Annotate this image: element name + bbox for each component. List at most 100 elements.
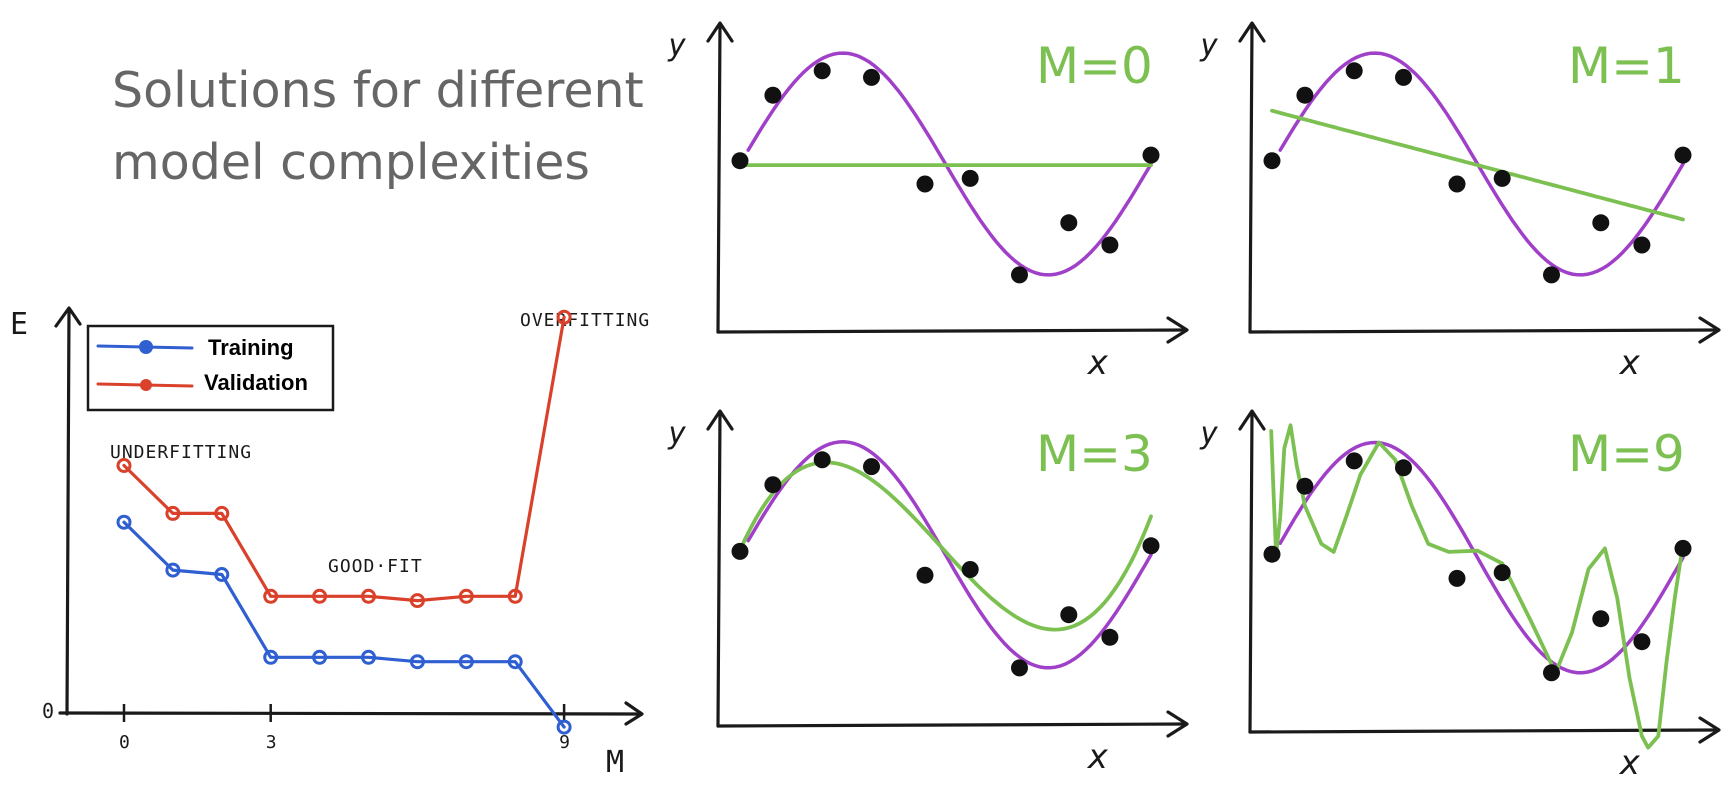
data-point (1142, 146, 1160, 164)
data-point (813, 451, 831, 469)
error-plot: E M 0 0 3 9 Training Validation UNDERFITTI… (10, 306, 649, 780)
panel-model-label: M=1 (1568, 37, 1685, 95)
data-point (1633, 633, 1651, 651)
data-point (1493, 564, 1511, 582)
true-curve (746, 440, 1153, 670)
training-point (507, 654, 523, 670)
data-point (1674, 146, 1692, 164)
legend-training-marker (139, 340, 153, 354)
data-point (916, 175, 934, 193)
data-point (1101, 236, 1119, 254)
fit-panel-m1: y x M=1 (1199, 21, 1721, 383)
data-point (961, 169, 979, 187)
validation-line (122, 315, 566, 603)
training-point (361, 649, 376, 665)
training-point (214, 567, 230, 582)
data-point (1543, 266, 1560, 284)
data-point (1011, 659, 1028, 677)
data-point (1263, 545, 1281, 563)
error-x-ticks: 0 3 9 (119, 704, 570, 753)
x-tick-label: 9 (559, 732, 570, 753)
validation-point (458, 588, 474, 604)
legend-validation-marker (140, 379, 152, 391)
panel-x-axis (716, 722, 1188, 728)
validation-point (361, 588, 376, 604)
panel-x-arrow (1166, 710, 1189, 738)
panel-model-label: M=9 (1568, 425, 1685, 483)
data-point (1633, 236, 1651, 254)
training-point (263, 649, 279, 665)
validation-point (263, 588, 279, 604)
error-series (116, 309, 572, 735)
data-point (1060, 606, 1078, 624)
x-tick-label: 3 (266, 732, 277, 753)
training-point (116, 514, 132, 530)
training-point (458, 654, 474, 670)
x-tick-label: 0 (119, 732, 130, 753)
annotation-underfitting: UNDERFITTING (110, 442, 252, 463)
panel-y-arrow (706, 409, 734, 431)
panel-model-label: M=0 (1036, 37, 1153, 95)
training-point (165, 562, 181, 578)
panel-y-arrow (1238, 21, 1266, 43)
training-line (122, 520, 566, 729)
panel-x-label: x (1618, 343, 1641, 383)
validation-point (116, 458, 132, 473)
true-curve (746, 51, 1153, 277)
panel-x-label: x (1618, 743, 1641, 783)
validation-point (556, 309, 572, 325)
data-point (731, 152, 749, 170)
panel-y-arrow (706, 21, 734, 43)
fit-curve (1270, 108, 1685, 222)
data-point (731, 542, 749, 560)
training-point (556, 719, 572, 735)
data-point (764, 86, 782, 104)
data-point (1395, 68, 1412, 86)
panel-x-arrow (1698, 316, 1721, 344)
error-y-arrow (54, 306, 82, 328)
panel-x-axis (1248, 728, 1720, 734)
data-point (1543, 664, 1560, 682)
fit-panel-m0: y x M=0 (667, 21, 1189, 383)
legend-validation-label: Validation (204, 370, 308, 395)
error-origin-label: 0 (42, 699, 54, 723)
data-point (961, 561, 979, 578)
data-point (1101, 628, 1119, 646)
validation-point (214, 505, 230, 521)
data-point (863, 68, 880, 86)
validation-point (312, 588, 328, 604)
data-point (1060, 214, 1078, 232)
title-line-2: model complexities (112, 134, 590, 191)
data-point (1263, 152, 1281, 170)
data-point (1011, 266, 1028, 284)
legend: Training Validation (86, 324, 335, 412)
true-curve (1278, 51, 1685, 277)
data-point (1592, 214, 1610, 232)
fit-curve (738, 460, 1153, 632)
data-point (1493, 169, 1511, 187)
panel-x-arrow (1698, 716, 1721, 744)
error-x-label: M (606, 745, 624, 780)
data-point (1448, 175, 1466, 193)
data-point (1142, 537, 1160, 555)
panel-y-label: y (667, 416, 686, 451)
data-point (863, 458, 880, 476)
panel-y-label: y (1199, 28, 1218, 63)
legend-box (86, 324, 335, 412)
panel-model-label: M=3 (1036, 425, 1153, 483)
data-point (1592, 610, 1610, 628)
title-line-1: Solutions for different (112, 62, 644, 119)
error-y-label: E (10, 307, 28, 342)
annotation-good-fit: GOOD·FIT (328, 556, 423, 577)
validation-point (409, 593, 425, 609)
data-point (1296, 477, 1314, 495)
data-point (1395, 459, 1412, 477)
panel-x-axis (716, 328, 1188, 334)
panel-y-label: y (1199, 416, 1218, 451)
panel-y-axis (1248, 23, 1254, 334)
data-point (916, 566, 934, 584)
data-point (1296, 86, 1314, 104)
panel-y-label: y (667, 28, 686, 63)
data-point (1345, 452, 1363, 470)
